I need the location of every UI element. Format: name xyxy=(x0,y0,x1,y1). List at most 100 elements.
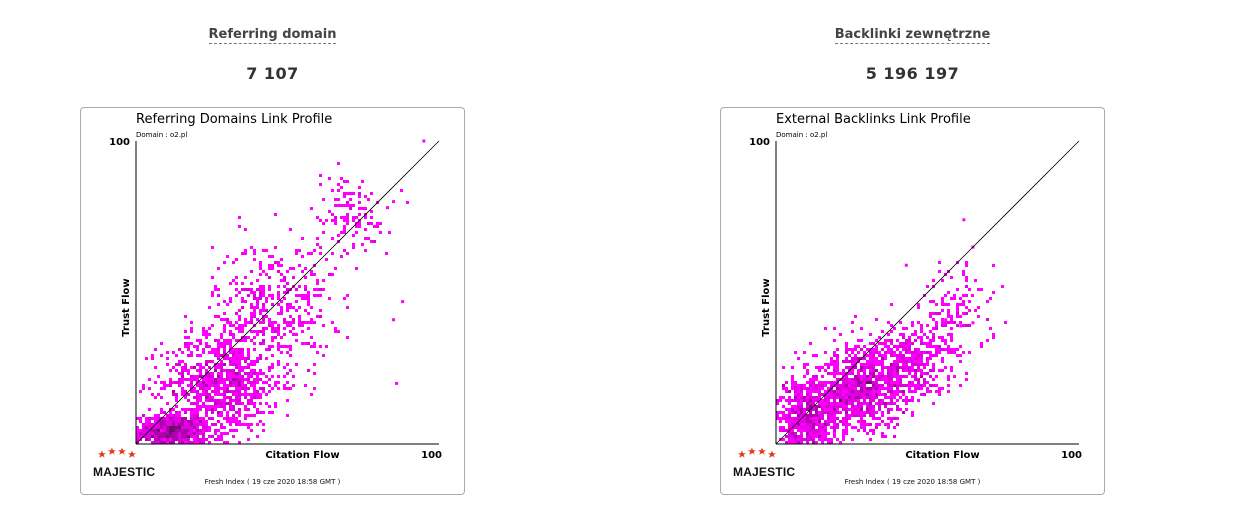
heatmap-cell xyxy=(782,384,785,387)
heatmap-cell xyxy=(208,333,211,336)
heatmap-cell xyxy=(878,378,881,381)
heatmap-cell xyxy=(866,366,869,369)
heatmap-cell xyxy=(223,339,226,342)
heatmap-cell xyxy=(806,390,809,393)
heatmap-cell xyxy=(253,249,256,252)
heatmap-cell xyxy=(175,396,178,399)
heatmap-cell xyxy=(253,369,256,372)
heatmap-cell xyxy=(872,405,875,408)
heatmap-cell xyxy=(836,402,839,405)
heatmap-cell xyxy=(301,342,304,345)
heatmap-cell xyxy=(211,396,214,399)
heatmap-cell xyxy=(881,342,884,345)
heatmap-cell xyxy=(776,411,779,414)
heatmap-cell xyxy=(268,345,271,348)
heatmap-cell xyxy=(848,387,851,390)
heatmap-cell xyxy=(935,321,938,324)
heatmap-cell xyxy=(190,351,193,354)
referring-domain-title-link[interactable]: Referring domain xyxy=(208,27,337,44)
outlier-point xyxy=(959,324,963,328)
heatmap-cell xyxy=(277,348,280,351)
heatmap-cell xyxy=(809,435,812,438)
heatmap-cell xyxy=(815,366,818,369)
heatmap-cell xyxy=(196,417,199,420)
heatmap-cell xyxy=(241,402,244,405)
heatmap-cell xyxy=(827,399,830,402)
heatmap-cell xyxy=(220,411,223,414)
heatmap-cell xyxy=(166,363,169,366)
heatmap-cell xyxy=(947,309,950,312)
heatmap-cell xyxy=(202,333,205,336)
heatmap-cell xyxy=(872,414,875,417)
heatmap-cell xyxy=(280,309,283,312)
heatmap-cell xyxy=(220,432,223,435)
heatmap-cell xyxy=(884,393,887,396)
heatmap-cell xyxy=(857,393,860,396)
heatmap-cell xyxy=(295,363,298,366)
heatmap-cell xyxy=(277,381,280,384)
heatmap-cell xyxy=(956,303,959,306)
heatmap-cell xyxy=(262,429,265,432)
heatmap-cell xyxy=(905,384,908,387)
heatmap-cell xyxy=(214,315,217,318)
heatmap-cell xyxy=(797,411,800,414)
heatmap-cell xyxy=(950,366,953,369)
heatmap-cell xyxy=(151,423,154,426)
heatmap-cell xyxy=(839,399,842,402)
heatmap-cell xyxy=(169,381,172,384)
heatmap-cell xyxy=(334,219,337,222)
heatmap-cell xyxy=(277,324,280,327)
heatmap-cell xyxy=(307,342,310,345)
heatmap-cell xyxy=(860,378,863,381)
outlier-point xyxy=(385,206,389,210)
heatmap-cell xyxy=(845,357,848,360)
heatmap-cell xyxy=(364,249,367,252)
heatmap-cell xyxy=(821,384,824,387)
outlier-point xyxy=(904,263,908,267)
heatmap-cell xyxy=(235,384,238,387)
heatmap-cell xyxy=(229,339,232,342)
heatmap-cell xyxy=(911,396,914,399)
heatmap-cell xyxy=(950,321,953,324)
heatmap-cell xyxy=(920,384,923,387)
heatmap-cell xyxy=(821,414,824,417)
heatmap-cell xyxy=(794,411,797,414)
heatmap-cell xyxy=(923,333,926,336)
heatmap-cell xyxy=(259,402,262,405)
heatmap-cell xyxy=(899,333,902,336)
heatmap-cell xyxy=(797,408,800,411)
heatmap-cell xyxy=(905,375,908,378)
heatmap-cell xyxy=(205,375,208,378)
heatmap-cell xyxy=(223,396,226,399)
heatmap-cell xyxy=(250,306,253,309)
heatmap-cell xyxy=(241,330,244,333)
heatmap-cell xyxy=(259,372,262,375)
heatmap-cell xyxy=(815,417,818,420)
heatmap-cell xyxy=(223,369,226,372)
heatmap-cell xyxy=(851,387,854,390)
heatmap-cell xyxy=(226,303,229,306)
heatmap-cell xyxy=(265,375,268,378)
heatmap-cell xyxy=(244,378,247,381)
heatmap-cell xyxy=(220,318,223,321)
external-backlinks-title-link[interactable]: Backlinki zewnętrzne xyxy=(834,27,991,44)
heatmap-cell xyxy=(229,330,232,333)
heatmap-cell xyxy=(872,348,875,351)
heatmap-cell xyxy=(214,429,217,432)
heatmap-cell xyxy=(253,390,256,393)
heatmap-cell xyxy=(208,387,211,390)
heatmap-cell xyxy=(262,318,265,321)
heatmap-cell xyxy=(292,333,295,336)
heatmap-cell xyxy=(872,342,875,345)
heatmap-cell xyxy=(803,375,806,378)
heatmap-cell xyxy=(148,420,151,423)
heatmap-cell xyxy=(370,240,373,243)
heatmap-cell xyxy=(178,423,181,426)
heatmap-cell xyxy=(785,390,788,393)
heatmap-cell xyxy=(235,288,238,291)
heatmap-cell xyxy=(229,390,232,393)
heatmap-cell xyxy=(920,327,923,330)
heatmap-cell xyxy=(890,420,893,423)
heatmap-cell xyxy=(193,441,196,444)
